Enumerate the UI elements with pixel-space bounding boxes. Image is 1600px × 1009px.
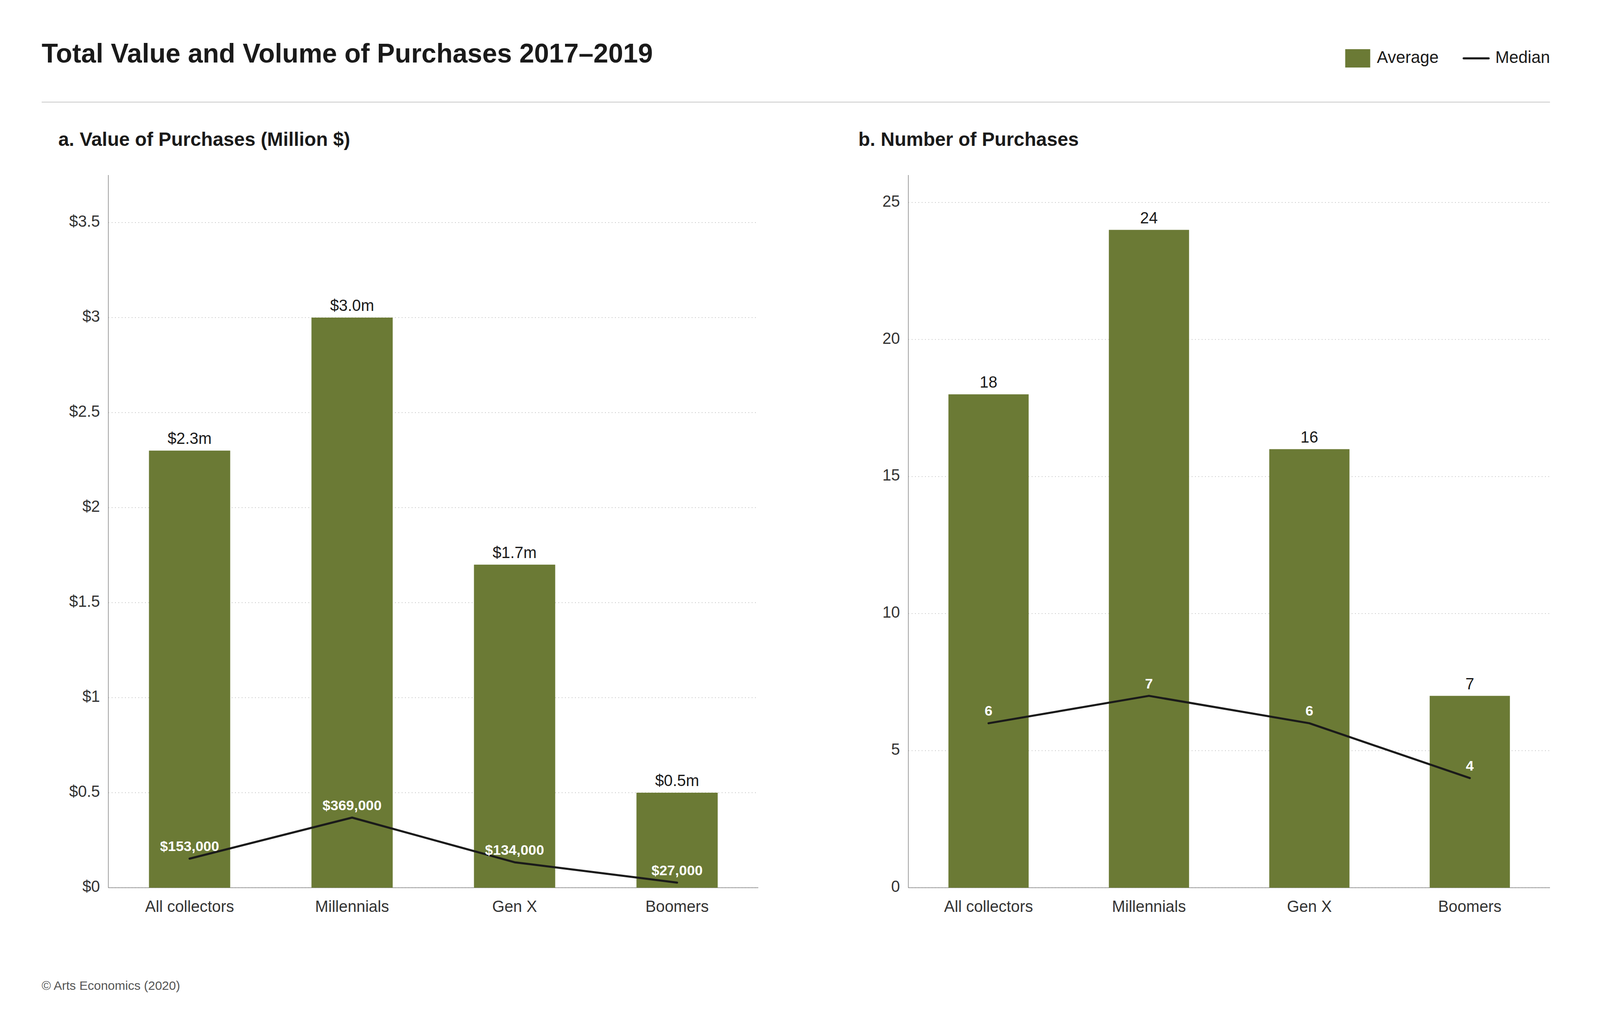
grid-line — [108, 412, 759, 413]
x-tick-label: Boomers — [645, 897, 709, 915]
bar — [149, 450, 231, 888]
marks — [948, 230, 1510, 888]
y-tick-label: $1 — [82, 687, 100, 705]
line-label: $27,000 — [651, 862, 703, 878]
bar-label: $2.3m — [167, 429, 212, 448]
y-tick-label: $3 — [82, 307, 100, 325]
legend: Average Median — [1345, 47, 1550, 68]
bar-label: 7 — [1465, 675, 1475, 693]
subtitle: a. Value of Purchases (Million $) — [58, 128, 350, 150]
grid-line — [908, 339, 1550, 340]
y-tick-label: 20 — [882, 329, 900, 348]
line-label: $369,000 — [322, 797, 382, 813]
y-axis-line — [907, 175, 909, 888]
bar — [1269, 449, 1350, 888]
subtitle: b. Number of Purchases — [858, 128, 1079, 150]
chart-page: Total Value and Volume of Purchases 2017… — [0, 0, 1600, 1009]
bar — [474, 564, 556, 888]
grid-line — [908, 202, 1550, 203]
line-label: $134,000 — [485, 841, 545, 858]
median-line — [988, 695, 1470, 778]
separator — [41, 101, 1550, 103]
x-tick-label: Gen X — [1287, 897, 1333, 915]
y-tick-label: $0 — [82, 877, 100, 895]
line-label: 6 — [984, 702, 993, 719]
x-tick-label: All collectors — [944, 897, 1033, 915]
data-labels: $2.3m $3.0m $1.7m $0.5m $153,000 $369,000 $134… — [160, 296, 703, 878]
legend-label: Average — [1377, 47, 1439, 67]
line-label: $153,000 — [160, 837, 220, 854]
y-tick-label: $2 — [82, 497, 100, 515]
y-tick-label: $1.5 — [69, 592, 100, 610]
y-tick-label: $0.5 — [69, 782, 100, 800]
bar-label: $1.7m — [492, 543, 537, 562]
legend-swatch — [1463, 57, 1489, 60]
y-tick-label: $3.5 — [69, 212, 100, 230]
bar-label: 16 — [1300, 428, 1318, 446]
x-tick-label: Boomers — [1437, 897, 1502, 915]
data-labels: 18 24 16 7 6 7 6 4 — [979, 209, 1475, 774]
bar-label: 24 — [1140, 209, 1158, 227]
y-tick-label: 25 — [882, 192, 900, 210]
grid-line — [108, 317, 759, 318]
chart: a. Value of Purchases (Million $) $0 $0.5 $… — [58, 128, 759, 915]
bar-label: 18 — [979, 373, 998, 391]
line-label: 6 — [1305, 702, 1314, 719]
x-tick-label: All collectors — [145, 897, 234, 915]
line-label: 4 — [1465, 757, 1474, 774]
y-tick-label: $2.5 — [69, 402, 100, 420]
median-line — [189, 817, 678, 883]
bar — [1108, 230, 1190, 888]
y-tick-label: 10 — [882, 603, 900, 621]
bar-label: $3.0m — [330, 296, 375, 315]
bar — [311, 317, 393, 888]
title: Total Value and Volume of Purchases 2017… — [41, 38, 653, 69]
bar — [948, 394, 1029, 888]
bar — [636, 792, 718, 888]
y-tick-label: 0 — [891, 877, 900, 895]
bar — [1429, 695, 1510, 888]
footer: © Arts Economics (2020) — [41, 978, 180, 993]
background — [0, 0, 1600, 1009]
line-label: 7 — [1145, 675, 1153, 692]
chart: b. Number of Purchases 0 5 10 15 20 25 All coll… — [858, 128, 1550, 915]
grid-line — [108, 222, 759, 223]
marks — [149, 317, 718, 888]
legend-label: Median — [1495, 47, 1550, 67]
y-tick-label: 15 — [882, 466, 900, 484]
y-axis-line — [107, 175, 109, 888]
x-tick-label: Millennials — [1112, 897, 1186, 915]
y-tick-label: 5 — [891, 740, 900, 758]
legend-swatch — [1345, 49, 1371, 68]
x-tick-label: Millennials — [315, 897, 389, 915]
x-tick-label: Gen X — [492, 897, 538, 915]
bar-label: $0.5m — [655, 771, 700, 790]
